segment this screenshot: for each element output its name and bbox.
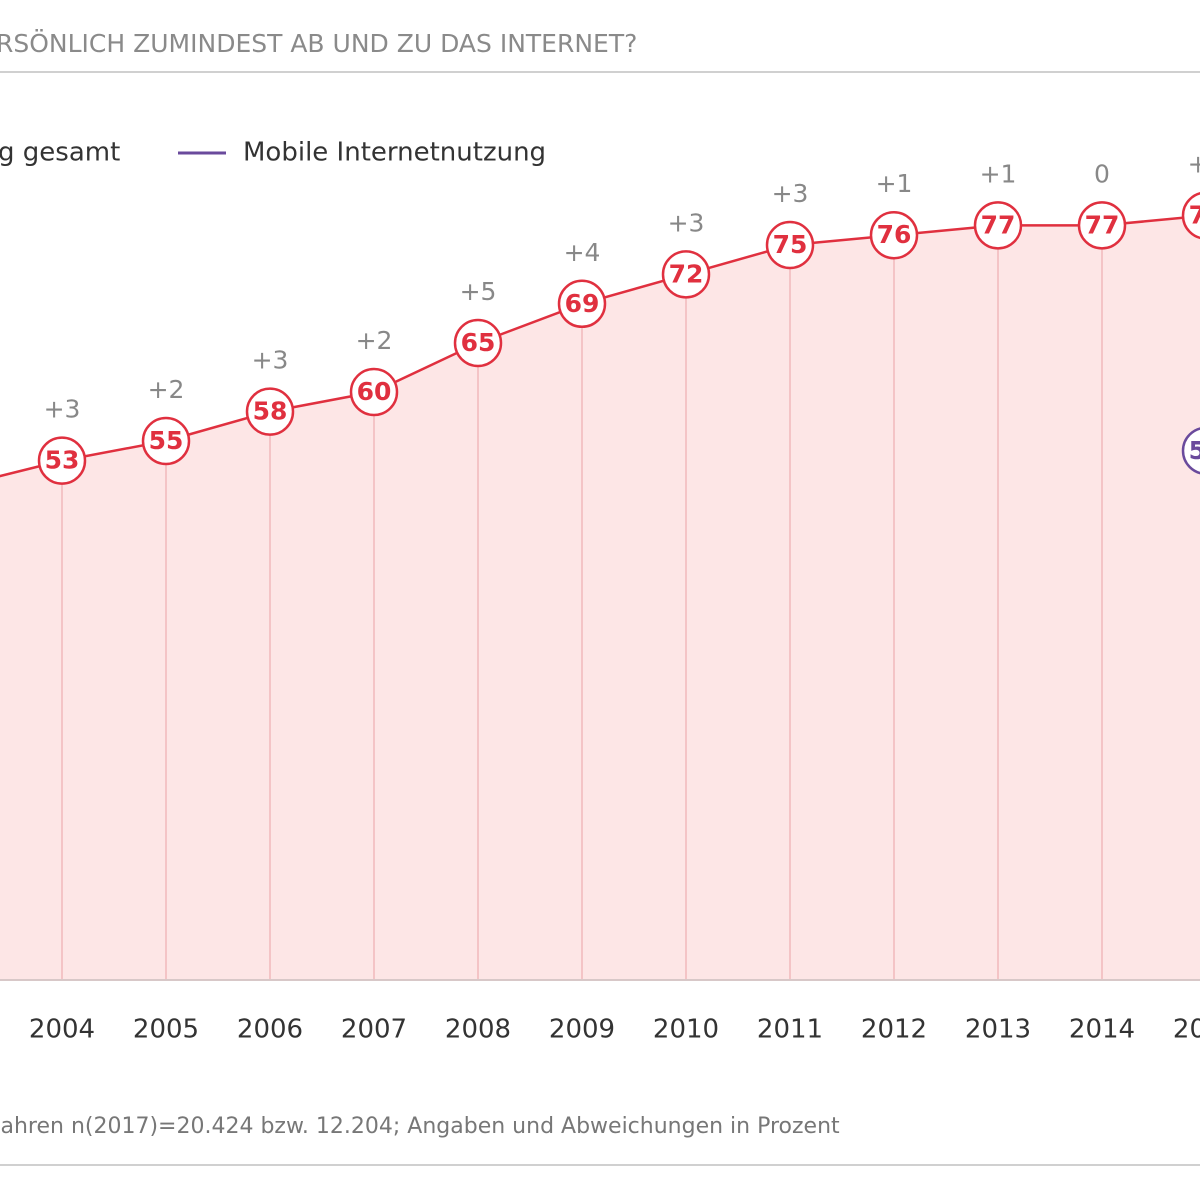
value-label: 78 [1189, 201, 1200, 230]
legend-label: g gesamt [0, 138, 120, 168]
change-label: +3 [772, 179, 809, 208]
footnote: Jahren n(2017)=20.424 bzw. 12.204; Angab… [0, 1114, 840, 1139]
point [1181, 427, 1200, 475]
change-label: +1 [980, 159, 1017, 188]
legend-label: Mobile Internetnutzung [243, 138, 546, 168]
x-tick-label: 2009 [549, 1015, 615, 1045]
point [453, 318, 503, 368]
value-label: 77 [981, 210, 1016, 239]
x-tick-label: 2010 [653, 1015, 719, 1045]
change-label: +4 [564, 238, 601, 267]
value-label: 65 [461, 328, 496, 357]
point [141, 416, 191, 466]
change-label: +3 [44, 395, 81, 424]
x-tick-label: 2008 [445, 1015, 511, 1045]
x-tick-label: 2015 [1173, 1015, 1200, 1045]
change-label: +1 [1188, 150, 1200, 179]
x-tick-label: 2005 [133, 1015, 199, 1045]
change-label: +3 [252, 346, 289, 375]
point [765, 220, 815, 270]
point [1077, 201, 1127, 250]
area [0, 216, 1200, 980]
x-tick-label: 2004 [29, 1015, 95, 1045]
point [869, 210, 919, 260]
value-label: 60 [357, 377, 392, 406]
change-label: +2 [356, 326, 393, 355]
x-tick-label: 2006 [237, 1015, 303, 1045]
point [661, 250, 711, 299]
x-tick-label: 2013 [965, 1015, 1031, 1045]
value-label: 69 [565, 289, 600, 318]
value-label: 55 [149, 426, 184, 455]
change-label: +3 [668, 208, 705, 237]
x-tick-label: 2007 [341, 1015, 407, 1045]
value-label: 76 [877, 220, 912, 249]
value-label: 54 [1189, 436, 1200, 465]
value-label: 58 [253, 397, 288, 426]
change-label: +2 [148, 375, 185, 404]
value-label: 72 [669, 259, 704, 288]
x-tick-label: 2012 [861, 1015, 927, 1045]
chart-title: RSÖNLICH ZUMINDEST AB UND ZU DAS INTERNE… [0, 29, 637, 58]
point [245, 387, 295, 436]
point [557, 279, 607, 329]
change-label: 0 [1094, 159, 1110, 188]
value-label: 75 [773, 230, 808, 259]
value-label: 77 [1085, 210, 1120, 239]
point [37, 436, 87, 485]
value-label: 53 [45, 446, 80, 475]
point [1181, 192, 1200, 240]
change-label: +1 [876, 169, 913, 198]
x-tick-label: 2014 [1069, 1015, 1135, 1045]
change-label: +5 [460, 277, 497, 306]
point [973, 201, 1023, 250]
x-tick-label: 2011 [757, 1015, 823, 1045]
point [349, 367, 399, 417]
